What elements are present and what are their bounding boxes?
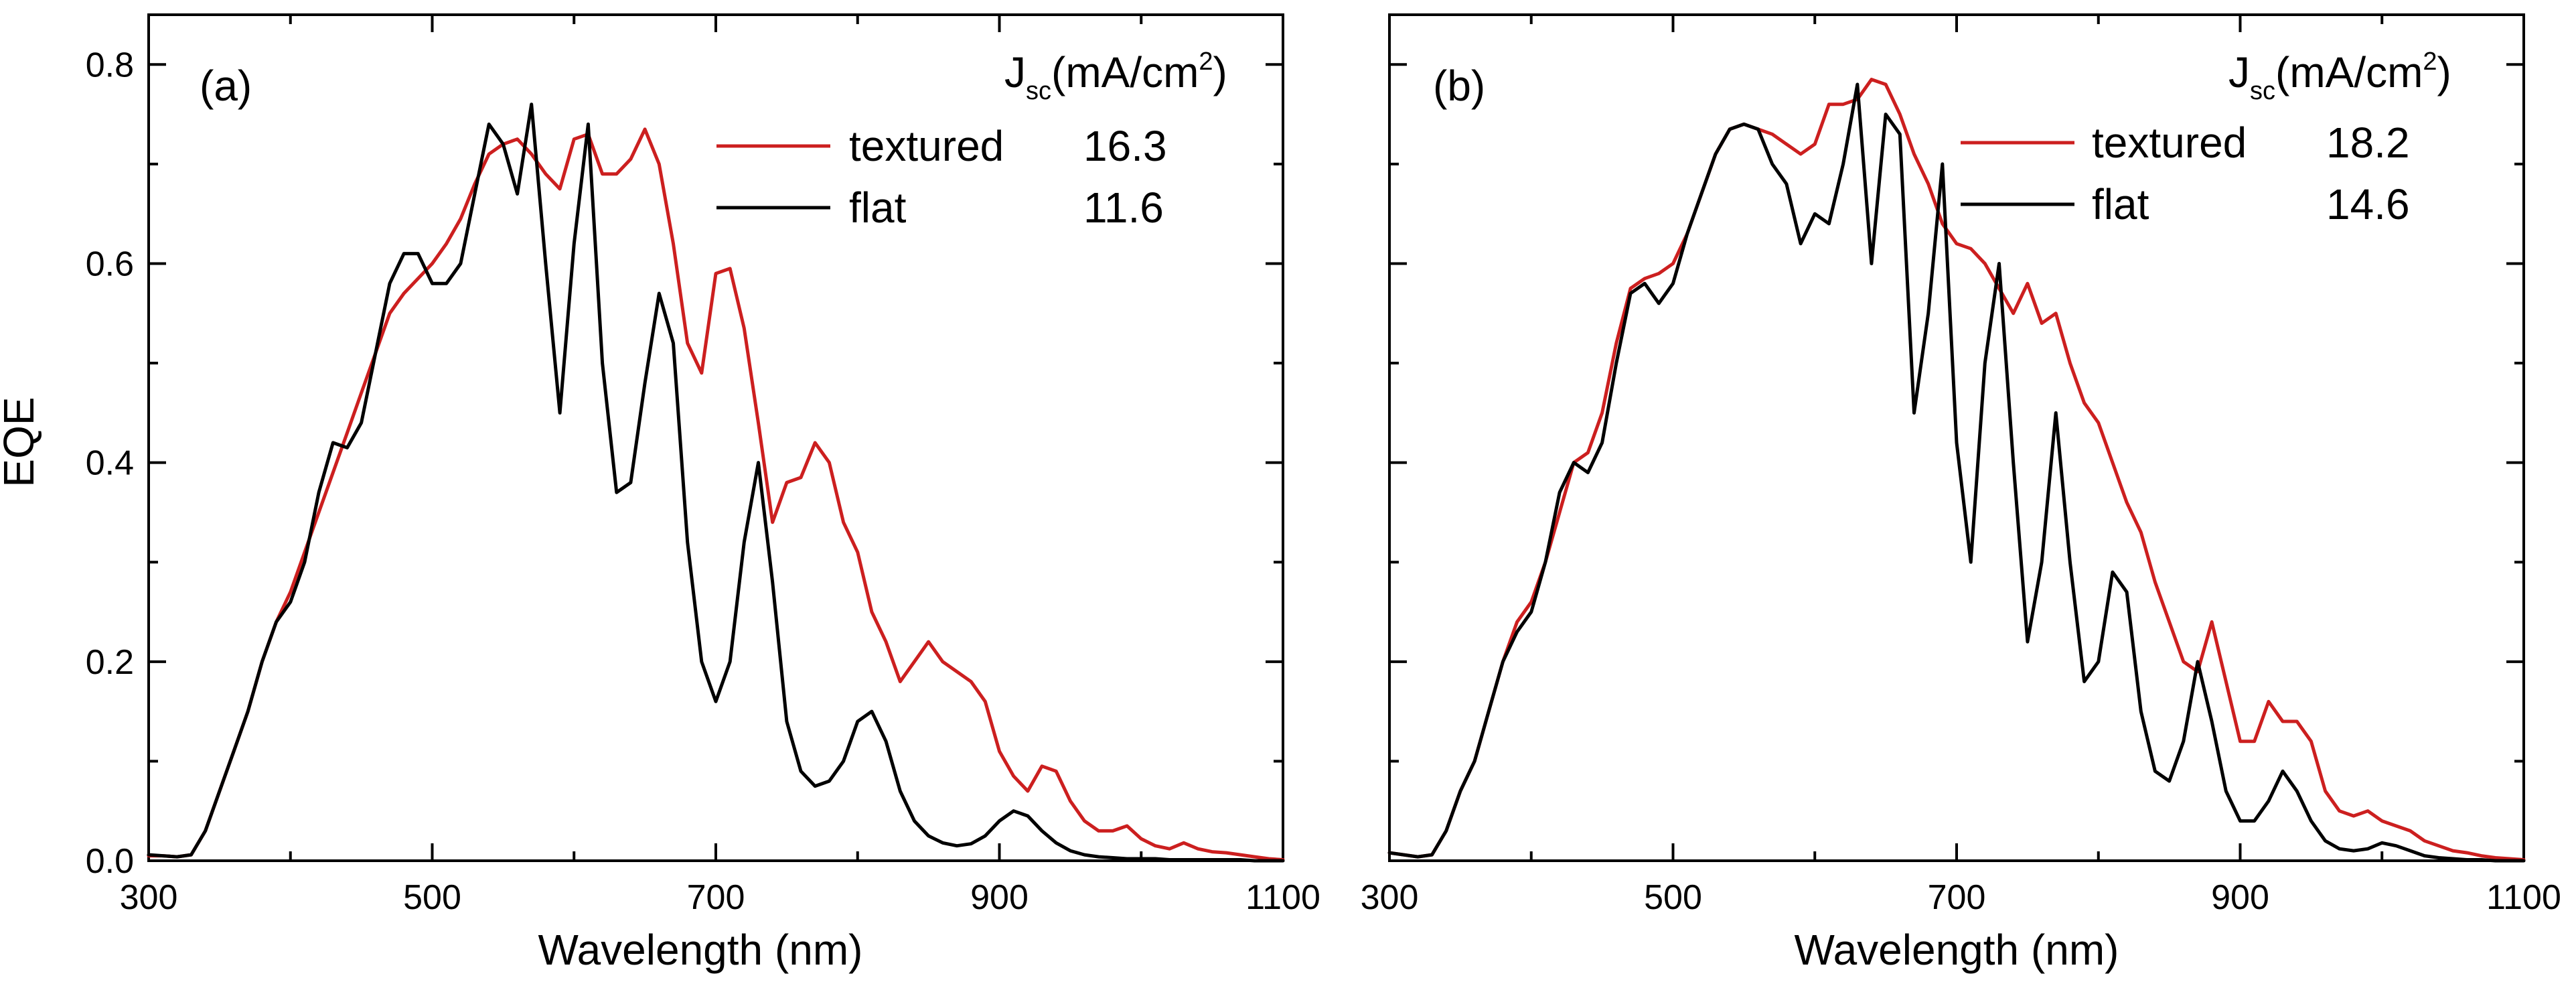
legend-jsc-flat-b: 14.6 [2326, 180, 2410, 228]
panel-b: 300 500 700 900 1100 (b) Jsc(mA/cm2) texture… [1361, 13, 2561, 974]
legend-header-close-b: ) [2437, 48, 2451, 96]
tick-group-a: 300 500 700 900 1100 0.0 0.2 0.4 0.6 0.8 [86, 15, 1320, 917]
series-group-b [1387, 78, 2526, 863]
legend-label-flat-b: flat [2092, 180, 2149, 228]
x-tick-label-a-1: 500 [403, 878, 461, 917]
panel-a: 300 500 700 900 1100 0.0 0.2 0.4 0.6 0.8 (a) Jsc(… [86, 13, 1320, 974]
x-tick-label-b-4: 1100 [2486, 878, 2561, 917]
legend-header-close-a: ) [1213, 48, 1227, 96]
x-axis-title-b: Wavelength (nm) [1795, 926, 2119, 974]
legend-header-b: Jsc(mA/cm2) [2228, 48, 2451, 105]
legend-label-textured-b: textured [2092, 119, 2247, 167]
y-tick-label-a-2: 0.4 [86, 444, 134, 483]
x-tick-label-b-1: 500 [1644, 878, 1702, 917]
legend-header-sup-a: 2 [1199, 48, 1213, 76]
series-line-flat-b [1387, 82, 2526, 863]
legend-jsc-flat-a: 11.6 [1083, 184, 1164, 232]
y-tick-label-a-1: 0.2 [86, 643, 134, 682]
y-axis-title: EQE [0, 397, 43, 487]
x-tick-label-b-3: 900 [2211, 878, 2269, 917]
series-line-flat-a [147, 102, 1285, 863]
series-group-a [147, 102, 1285, 863]
x-tick-label-a-2: 700 [687, 878, 745, 917]
legend-header-sub-a: sc [1026, 77, 1051, 105]
legend-label-textured-a: textured [849, 122, 1004, 170]
y-tick-label-a-0: 0.0 [86, 842, 134, 881]
x-tick-label-b-0: 300 [1361, 878, 1419, 917]
x-tick-label-a-4: 1100 [1245, 878, 1320, 917]
legend-header-main-a: J [1004, 48, 1026, 96]
legend-jsc-textured-a: 16.3 [1083, 122, 1167, 170]
tick-group-b: 300 500 700 900 1100 [1361, 15, 2561, 917]
legend-header-a: Jsc(mA/cm2) [1004, 48, 1227, 105]
legend-header-unit-a: (mA/cm [1051, 48, 1199, 96]
series-line-textured-a [147, 127, 1285, 861]
legend-header-main-b: J [2228, 48, 2250, 96]
panel-label-b: (b) [1433, 62, 1485, 110]
legend-header-sup-b: 2 [2423, 48, 2437, 76]
series-line-textured-b [1387, 78, 2526, 861]
panel-label-a: (a) [200, 62, 252, 110]
x-tick-label-a-3: 900 [970, 878, 1029, 917]
x-tick-label-b-2: 700 [1928, 878, 1986, 917]
legend-label-flat-a: flat [849, 184, 907, 232]
y-tick-label-a-4: 0.8 [86, 46, 134, 84]
legend-jsc-textured-b: 18.2 [2326, 119, 2410, 167]
y-tick-label-a-3: 0.6 [86, 244, 134, 283]
x-axis-title-a: Wavelength (nm) [538, 926, 863, 974]
x-tick-label-a-0: 300 [120, 878, 178, 917]
legend-header-sub-b: sc [2250, 77, 2275, 105]
legend-header-unit-b: (mA/cm [2275, 48, 2423, 96]
